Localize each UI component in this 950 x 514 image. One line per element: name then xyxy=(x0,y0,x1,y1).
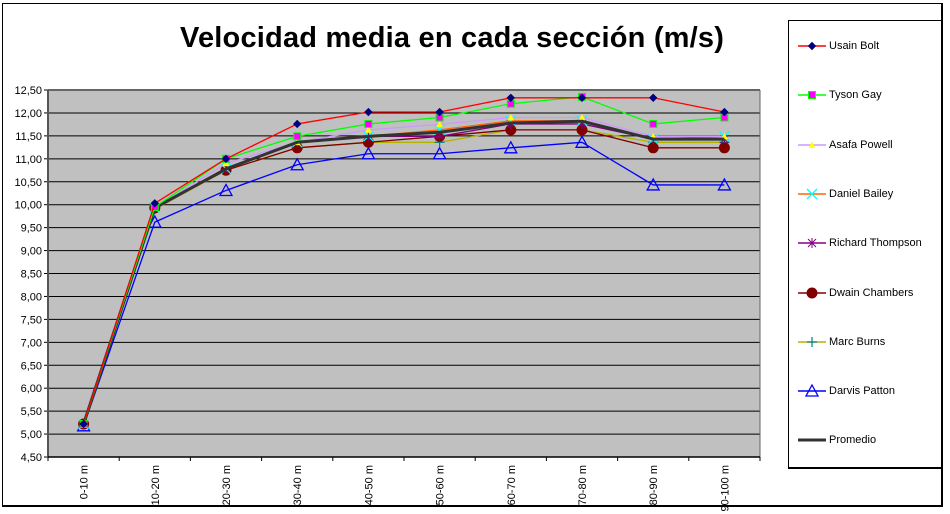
x-tick-label: 10-20 m xyxy=(150,465,162,505)
y-tick-label: 8,50 xyxy=(21,269,42,281)
x-tick-label: 90-100 m xyxy=(719,465,731,511)
x-tick-label: 30-40 m xyxy=(292,465,304,505)
legend-swatch-icon xyxy=(798,41,826,51)
legend-swatch-icon xyxy=(798,141,826,148)
x-tick-label: 70-80 m xyxy=(577,465,589,505)
x-tick-label: 40-50 m xyxy=(363,465,375,505)
y-tick-label: 7,50 xyxy=(21,314,42,326)
x-tick-label: 80-90 m xyxy=(648,465,660,505)
series-promedio xyxy=(82,119,725,425)
y-tick-label: 8,00 xyxy=(21,291,42,303)
legend: Usain Bolt Tyson Gay Asafa Powell Daniel Ba… xyxy=(788,20,943,469)
legend-item-daniel-bailey: Daniel Bailey xyxy=(797,186,893,202)
legend-swatch-icon xyxy=(798,438,826,442)
y-tick-label: 6,00 xyxy=(21,383,42,395)
legend-label: Tyson Gay xyxy=(829,89,882,102)
legend-swatch-icon xyxy=(798,336,826,347)
series-usain-bolt xyxy=(79,93,729,429)
y-tick-label: 11,50 xyxy=(15,131,42,143)
legend-item-usain-bolt: Usain Bolt xyxy=(797,38,879,54)
y-tick-label: 9,00 xyxy=(21,246,42,258)
legend-item-darvis-patton: Darvis Patton xyxy=(797,383,895,399)
legend-swatch-icon xyxy=(798,238,826,249)
legend-label: Usain Bolt xyxy=(829,40,880,52)
legend-swatch-icon xyxy=(798,188,826,200)
legend-label: Asafa Powell xyxy=(829,138,893,151)
x-tick-label: 60-70 m xyxy=(506,465,518,505)
legend-swatch-icon xyxy=(798,287,826,298)
legend-label: Dwain Chambers xyxy=(829,286,914,299)
legend-label: Richard Thompson xyxy=(829,237,922,250)
x-tick-label: 20-30 m xyxy=(221,465,233,505)
y-tick-label: 10,50 xyxy=(14,177,42,189)
y-tick-label: 4,50 xyxy=(21,452,42,464)
y-tick-label: 5,00 xyxy=(21,429,42,441)
y-tick-label: 7,00 xyxy=(21,337,42,349)
legend-item-asafa-powell: Asafa Powell xyxy=(797,137,893,153)
legend-item-dwain-chambers: Dwain Chambers xyxy=(797,285,913,301)
legend-item-tyson-gay: Tyson Gay xyxy=(797,87,882,103)
legend-label: Daniel Bailey xyxy=(829,187,894,200)
y-tick-label: 10,00 xyxy=(14,200,42,212)
legend-label: Marc Burns xyxy=(829,335,886,348)
y-tick-label: 5,50 xyxy=(21,406,42,418)
legend-item-promedio: Promedio xyxy=(797,432,876,448)
chart-title: Velocidad media en cada sección (m/s) xyxy=(180,22,725,54)
x-tick-label: 0-10 m xyxy=(79,465,91,499)
y-tick-label: 12,00 xyxy=(14,108,42,120)
y-tick-label: 11,00 xyxy=(15,154,42,166)
legend-item-richard-thompson: Richard Thompson xyxy=(797,235,922,251)
legend-label: Promedio xyxy=(829,434,877,447)
y-tick-label: 6,50 xyxy=(21,360,42,372)
legend-swatch-icon xyxy=(798,91,826,100)
x-tick-label: 50-60 m xyxy=(435,465,447,505)
legend-swatch-icon xyxy=(798,384,826,397)
y-tick-label: 9,50 xyxy=(21,223,42,235)
legend-item-marc-burns: Marc Burns xyxy=(797,334,885,350)
y-tick-label: 12,50 xyxy=(14,85,42,97)
legend-label: Darvis Patton xyxy=(829,385,896,398)
